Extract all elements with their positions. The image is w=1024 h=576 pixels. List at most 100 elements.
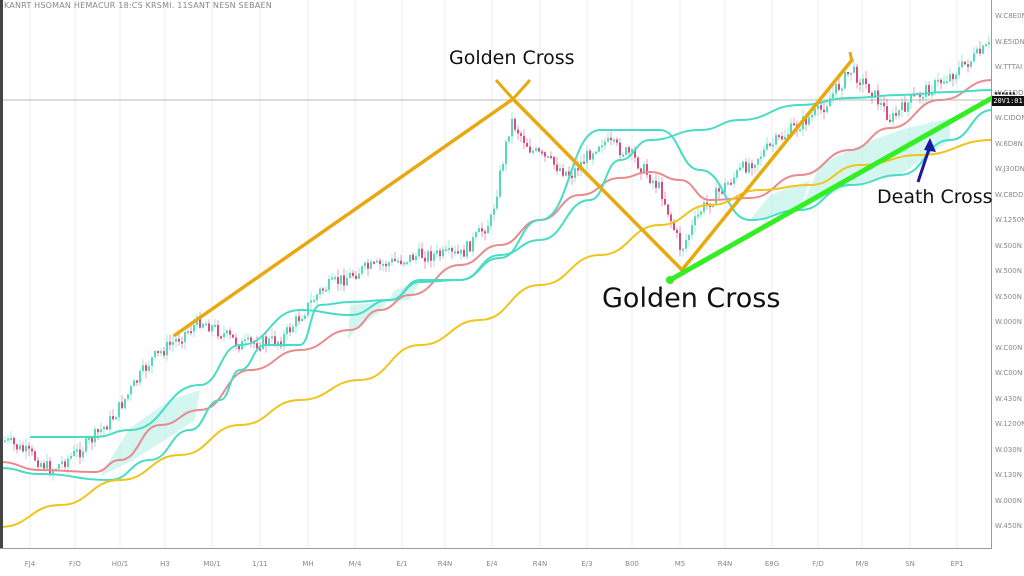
candle-up <box>943 81 945 84</box>
trendline-start-dot <box>666 276 674 284</box>
candle-up <box>166 341 168 356</box>
candle-up <box>25 445 27 452</box>
candle-up <box>139 371 141 383</box>
candle-up <box>127 394 129 399</box>
candle-up <box>985 44 987 47</box>
candle-up <box>892 113 894 122</box>
candle-up <box>187 331 189 334</box>
candle-down <box>730 182 732 185</box>
time-axis[interactable] <box>0 548 992 573</box>
candle-up <box>142 365 144 372</box>
ichimoku-cloud-fill <box>100 390 200 476</box>
candle-up <box>307 302 309 316</box>
candle-up <box>763 149 765 157</box>
candle-up <box>295 316 297 327</box>
candle-down <box>868 83 870 93</box>
candle-up <box>982 45 984 54</box>
candle-up <box>175 338 177 342</box>
candle-down <box>634 149 636 158</box>
candle-up <box>808 117 810 125</box>
candle-up <box>511 118 513 137</box>
candle-up <box>532 150 534 153</box>
candle-up <box>40 463 42 468</box>
candle-down <box>676 229 678 233</box>
candle-up <box>184 331 186 343</box>
candle-up <box>775 135 777 145</box>
candle-down <box>259 348 261 351</box>
candle-down <box>562 168 564 176</box>
candle-up <box>460 249 462 254</box>
candle-down <box>553 156 555 165</box>
candle-up <box>595 151 597 154</box>
candle-down <box>484 231 486 234</box>
candle-down <box>781 136 783 140</box>
price-axis[interactable] <box>991 0 1024 548</box>
candle-down <box>619 142 621 156</box>
candle-up <box>94 429 96 443</box>
candle-down <box>97 429 99 433</box>
time-tick-label: FJ4 <box>24 560 36 568</box>
short-ma-red-line <box>0 79 993 474</box>
candle-up <box>814 108 816 115</box>
death-cross-annotation: Death Cross <box>877 186 993 208</box>
candle-up <box>799 129 801 132</box>
candle-up <box>685 240 687 249</box>
candle-down <box>481 228 483 232</box>
candle-up <box>880 102 882 105</box>
candle-up <box>19 445 21 450</box>
candle-up <box>703 202 705 212</box>
candle-down <box>823 109 825 113</box>
candle-down <box>232 334 234 338</box>
candle-up <box>418 248 420 257</box>
candle-up <box>283 333 285 347</box>
candle-down <box>964 61 966 65</box>
candle-up <box>436 250 438 254</box>
golden-cross-annotation-top: Golden Cross <box>449 47 575 69</box>
candle-down <box>463 249 465 257</box>
candle-down <box>451 248 453 252</box>
candle-up <box>292 326 294 333</box>
time-tick-label: M/8 <box>855 560 869 568</box>
candle-down <box>778 135 780 138</box>
candle-up <box>10 437 12 440</box>
candle-down <box>889 119 891 122</box>
candle-down <box>424 257 426 262</box>
candle-up <box>442 249 444 257</box>
candle-up <box>748 163 750 173</box>
price-tick-label: W.000N <box>995 496 1022 505</box>
candle-up <box>61 461 63 464</box>
candle-down <box>967 64 969 67</box>
candle-up <box>565 171 567 176</box>
candle-up <box>271 336 273 339</box>
candle-down <box>793 123 795 126</box>
cross-mark-icon <box>494 78 515 101</box>
candle-down <box>256 343 258 349</box>
candle-down <box>43 463 45 469</box>
candle-down <box>769 143 771 146</box>
candle-down <box>274 336 276 345</box>
price-tick-label: W.000N <box>995 318 1022 326</box>
candle-down <box>541 151 543 154</box>
candle-up <box>715 188 717 205</box>
candle-down <box>571 175 573 178</box>
candle-down <box>667 204 669 215</box>
candle-up <box>691 225 693 235</box>
candle-down <box>235 337 237 346</box>
candle-up <box>811 114 813 118</box>
candle-up <box>247 337 249 340</box>
candle-up <box>319 288 321 295</box>
candle-down <box>529 146 531 153</box>
candle-up <box>364 262 366 267</box>
golden-cross-annotation-bottom: Golden Cross <box>602 283 781 314</box>
candle-up <box>70 455 72 459</box>
price-tick-label: W.130N <box>995 471 1022 479</box>
candle-down <box>343 275 345 286</box>
candle-up <box>784 136 786 140</box>
candle-down <box>28 445 30 449</box>
price-tick-label: W.C1DDN <box>995 88 1024 97</box>
candle-up <box>907 102 909 112</box>
candle-up <box>559 168 561 172</box>
price-tick-label: W.C8DDN <box>995 190 1024 199</box>
